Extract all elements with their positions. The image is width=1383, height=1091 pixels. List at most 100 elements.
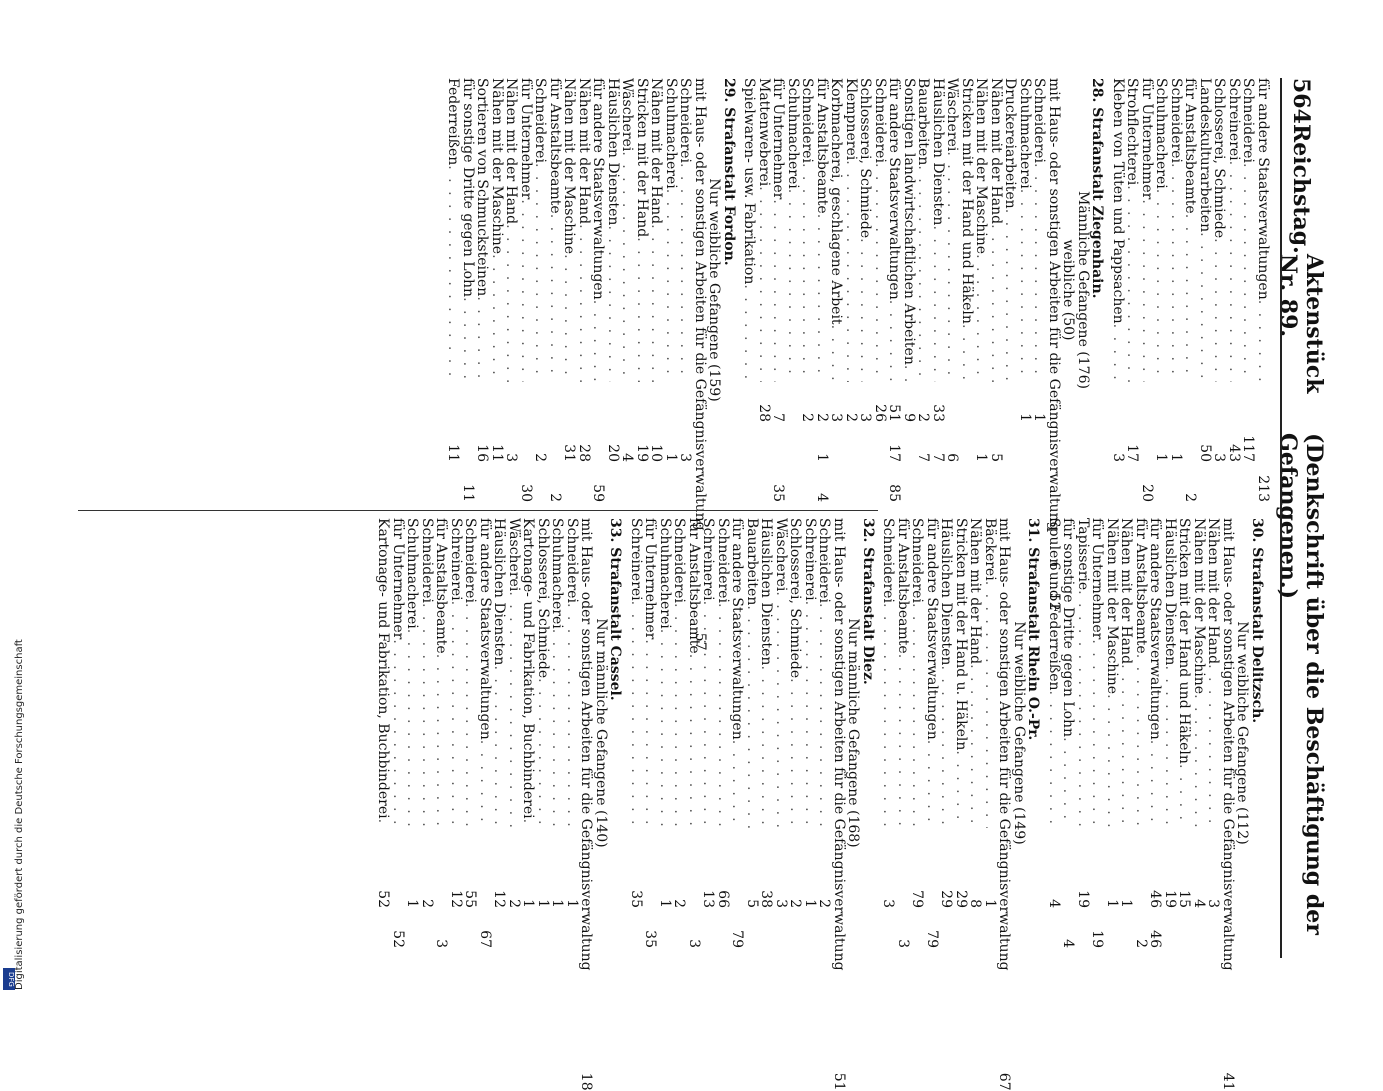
row-value-n1: 3 — [857, 413, 874, 422]
section-subheading: Nur männliche Gefangene (168) — [845, 618, 862, 848]
leader-dots: . . . . . . . . . . . . . . . . . . . . … — [490, 254, 505, 382]
row-value-n2: 79 — [909, 890, 926, 908]
row-value-n1 — [579, 971, 594, 1011]
row-value-n2 — [829, 422, 844, 462]
leader-dots: . . . . . . . . . . . . . . . . . . . . … — [1076, 590, 1091, 828]
header-rule — [1280, 78, 1282, 958]
row-label: Druckereiarbeiten — [1002, 78, 1019, 209]
row-value-n1 — [391, 828, 406, 868]
row-label: Schlosserei, Schmiede — [787, 518, 804, 679]
row-value-n2: 1 — [1104, 899, 1120, 908]
row-value-n1 — [1169, 382, 1184, 422]
row-value-n3 — [1047, 908, 1062, 948]
leader-dots: . . . . . . . . . . . . . . . . . . . . … — [461, 297, 476, 382]
row-value-n3: 46 — [1147, 930, 1164, 948]
row-value-n1 — [745, 828, 760, 868]
table-row: für sonstige Dritte gegen Lohn . . . . .… — [1061, 518, 1077, 948]
row-value-n1 — [550, 828, 565, 868]
row-label: für andere Staatsverwaltungen — [924, 518, 940, 740]
row-value-n2: 1 — [802, 899, 818, 908]
row-value-n1 — [490, 382, 505, 422]
leader-dots: . . . . . . . . . . . . . . . . . . . . … — [896, 654, 911, 828]
table-row: Bäckerei . . . . . . . . . . . . . . . .… — [982, 518, 998, 948]
row-value-n3 — [446, 462, 461, 502]
row-label: mit Haus- oder sonstigen Arbeiten für di… — [1046, 78, 1062, 531]
table-row: für Anstaltsbeamte . . . . . . . . . . .… — [686, 518, 702, 948]
row-value-n2 — [1003, 422, 1018, 462]
row-value-n3 — [1125, 462, 1140, 502]
row-value-n3 — [974, 462, 989, 502]
leader-dots: . . . . . . . . . . . . . . . . . . . . … — [1183, 214, 1198, 382]
row-value-n1 — [925, 828, 940, 868]
row-value-n3 — [635, 462, 650, 502]
row-value-n2 — [434, 868, 449, 908]
row-value-n1 — [1154, 382, 1169, 422]
table-row: Bauarbeiten . . . . . . . . . . . . . . … — [916, 78, 932, 502]
row-value-n1 — [562, 382, 577, 422]
row-label: Schneiderei — [799, 78, 816, 163]
section-heading: 30. Strafanstalt Delitzsch. — [1249, 518, 1265, 724]
row-value-n3 — [1032, 462, 1047, 502]
row-value-n2: 19 — [634, 444, 650, 462]
leader-dots: . . . . . . . . . . . . . . . . . . . . … — [577, 224, 592, 382]
row-label: für Unternehmer — [770, 78, 787, 200]
row-value-n2 — [902, 422, 917, 462]
row-label: für Anstaltsbeamte — [895, 518, 911, 654]
leader-dots: . . . . . . . . . . . . . . . . . . . . … — [844, 160, 859, 382]
document-sheet: 564 Reichstag. Aktenstück Nr. 89. (Denks… — [3, 78, 1327, 1091]
row-label: Schneiderei — [677, 78, 694, 163]
row-value-n1 — [1148, 828, 1163, 868]
leader-dots: . . . . . . . . . . . . . . . . . . . . … — [449, 601, 464, 828]
leader-dots: . . . . . . . . . . . . . . . . . . . . … — [492, 665, 507, 828]
row-value-n3 — [1105, 908, 1120, 948]
row-value-n2: 5 — [744, 899, 760, 908]
row-label: Stricken mit der Hand und Häkeln — [959, 78, 975, 324]
row-label: Schlosserei, Schmiede — [857, 78, 874, 239]
leader-dots: . . . . . . . . . . . . . . . . . . . . … — [434, 654, 449, 828]
row-value-n1 — [492, 828, 507, 868]
table-row: Nähen mit der Maschine . . . . . . . . .… — [974, 78, 990, 502]
row-value-n3: 51 — [831, 1072, 847, 1091]
row-value-n1 — [606, 382, 621, 422]
row-value-n3 — [945, 462, 960, 502]
row-label: Spulen und Federreißen — [1046, 518, 1062, 691]
row-label: Schuhmacherei — [785, 78, 801, 189]
table-row: Nähen mit der Hand . . . . . . . . . . .… — [1119, 518, 1135, 948]
table-row: für Anstaltsbeamte . . . . . . . . . . .… — [1133, 518, 1149, 948]
row-label: Schlosserei, Schmiede — [1211, 78, 1228, 239]
row-value-n1 — [1140, 382, 1155, 422]
row-value-n1 — [701, 828, 716, 868]
row-label: mit Haus- oder sonstigen Arbeiten für di… — [692, 78, 708, 531]
row-value-n3 — [803, 908, 818, 948]
table-row: für sonstige Dritte gegen Lohn . . . . .… — [460, 78, 476, 502]
row-value-n3: 52 — [390, 930, 406, 948]
table-row: Schneiderei . . . . . . . . . . . . . . … — [672, 518, 688, 948]
row-label: Schreinerei — [802, 518, 818, 601]
table-row: Schneiderei . . . . . . . . . . . . . . … — [872, 78, 888, 502]
row-value-n1 — [672, 828, 687, 868]
row-value-n1: 1 — [1031, 413, 1048, 422]
row-label: Wäscherei — [773, 518, 789, 592]
row-value-n3 — [405, 908, 420, 948]
table-row: mit Haus- oder sonstigen Arbeiten für di… — [692, 78, 708, 651]
row-label: Häuslichen Diensten — [491, 518, 508, 666]
table-row: Schreinerei . . . . . . . . . . . . . . … — [628, 518, 644, 948]
row-value-n1 — [405, 828, 420, 868]
row-value-n2: 1 — [814, 453, 830, 462]
row-value-n1 — [1206, 828, 1221, 868]
row-value-n3 — [629, 908, 644, 948]
row-value-n3 — [1003, 462, 1018, 502]
leader-dots: . . . . . . . . . . . . . . . . . . . . … — [925, 740, 940, 828]
table-row: Schlosserei, Schmiede . . . . . . . . . … — [857, 78, 874, 502]
row-value-n2: 3 — [1211, 453, 1228, 462]
leader-dots: . . . . . . . . . . . . . . . . . . . . … — [643, 639, 658, 828]
row-label: Schreinerei — [628, 518, 644, 601]
row-value-n2: 1 — [663, 453, 679, 462]
row-label: Kartonage- und Fabrikation, Buchbinderei — [375, 518, 392, 819]
leader-dots: . . . . . . . . . . . . . . . . . . . . … — [1140, 199, 1155, 382]
row-value-n2: 1 — [1153, 453, 1170, 462]
leader-dots: . . . . . . . . . . . . . . . . . . . . … — [1206, 664, 1221, 828]
leader-dots: . . . . . . . . . . . . . . . . . . . . … — [548, 214, 563, 382]
row-value-n2 — [461, 422, 476, 462]
publisher: Reichstag. — [1288, 123, 1314, 254]
